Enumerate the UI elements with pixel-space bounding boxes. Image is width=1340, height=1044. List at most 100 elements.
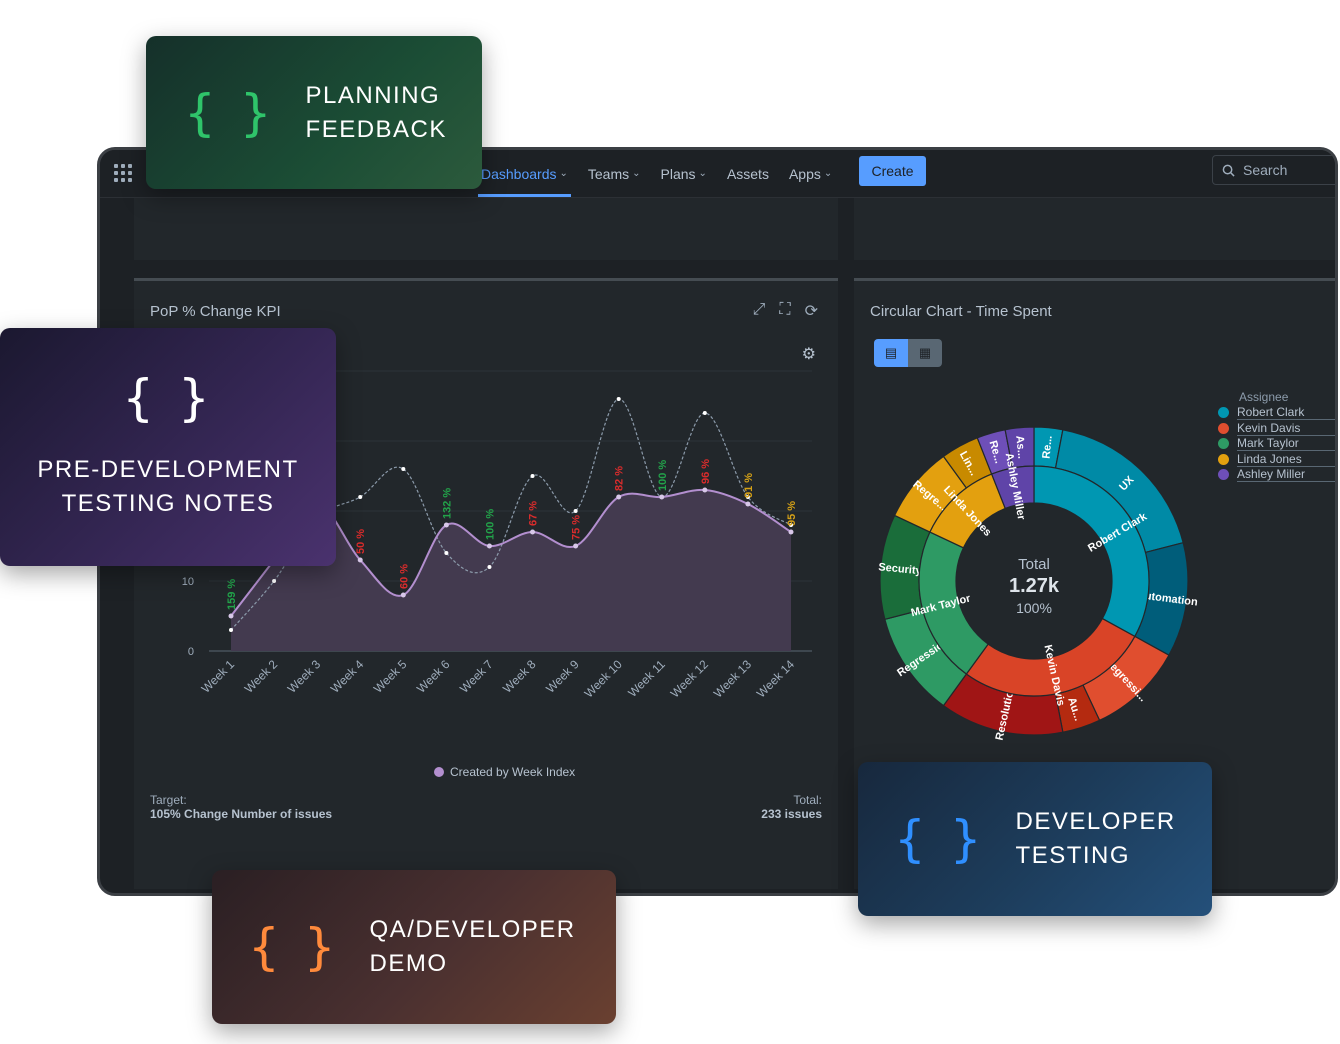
- data-label: 95 %: [786, 501, 798, 526]
- chevron-down-icon: ⌄: [698, 168, 707, 179]
- x-tick-label: Week 10: [582, 657, 625, 700]
- refresh-icon[interactable]: ⟳: [804, 303, 818, 320]
- qa-developer-demo-card: { } QA/DEVELOPER DEMO: [212, 870, 616, 1024]
- fullscreen-icon[interactable]: ⛶: [779, 301, 791, 318]
- chevron-down-icon: ⌄: [632, 168, 641, 179]
- target-info: Target: 105% Change Number of issues: [150, 793, 332, 821]
- legend-swatch: [1218, 407, 1229, 419]
- card-title-line-1: DEVELOPER: [1015, 808, 1176, 835]
- nav-dashboards-label: Dashboards: [481, 165, 557, 182]
- table-icon: ▦: [918, 345, 932, 360]
- nav-apps-label: Apps: [788, 165, 821, 182]
- braces-icon: { }: [122, 369, 214, 427]
- legend-item[interactable]: Kevin Davis: [1218, 421, 1335, 437]
- target-label: Target:: [150, 793, 187, 807]
- comparison-point: [573, 509, 578, 513]
- comparison-point: [616, 397, 621, 401]
- card-title-line-2: FEEDBACK: [305, 115, 447, 143]
- nav-assets[interactable]: Assets: [727, 150, 769, 197]
- search-placeholder: Search: [1243, 162, 1288, 178]
- pre-development-card: { } PRE-DEVELOPMENT TESTING NOTES: [0, 328, 336, 566]
- upper-gadget-left: [134, 198, 838, 260]
- legend-swatch: [1218, 469, 1229, 481]
- outer-label: Security: [878, 561, 923, 577]
- search-input[interactable]: Search: [1212, 155, 1335, 185]
- target-value: 105% Change Number of issues: [150, 807, 333, 821]
- kpi-title: PoP % Change KPI: [150, 303, 281, 320]
- x-tick-label: Week 14: [754, 657, 797, 700]
- main-nav: Dashboards ⌄ Teams ⌄ Plans ⌄ Assets Apps…: [478, 150, 852, 197]
- kpi-chart: 010Num159 %48 %50 %60 %132 %100 %67 %75 …: [157, 370, 812, 700]
- assignee-legend: Assignee Robert Clark Kevin Davis Mark Tay…: [1218, 390, 1335, 483]
- legend-swatch: [1218, 453, 1229, 465]
- data-point: [745, 501, 751, 507]
- x-tick-label: Week 5: [371, 657, 410, 696]
- legend-item[interactable]: Mark Taylor: [1218, 436, 1335, 452]
- card-title-line-2: TESTING NOTES: [61, 490, 275, 517]
- legend-name: Linda Jones: [1237, 452, 1335, 467]
- legend-label: Created by Week Index: [450, 765, 576, 779]
- x-tick-label: Week 12: [668, 657, 711, 700]
- data-point: [573, 543, 579, 549]
- data-label: 60 %: [398, 564, 410, 589]
- x-tick-label: Week 8: [500, 657, 539, 696]
- table-view-button[interactable]: ▦: [908, 339, 942, 367]
- comparison-point: [487, 565, 492, 569]
- data-point: [530, 529, 536, 535]
- legend-title: Assignee: [1239, 390, 1289, 404]
- braces-icon: { }: [248, 918, 340, 976]
- data-label: 75 %: [571, 515, 583, 540]
- outer-label: As...: [1013, 435, 1027, 459]
- nav-plans-label: Plans: [660, 165, 696, 182]
- x-tick-label: Week 11: [625, 657, 668, 700]
- comparison-point: [745, 495, 750, 499]
- app-switcher-icon[interactable]: [114, 164, 132, 182]
- upper-gadget-right: [854, 198, 1335, 260]
- x-tick-label: Week 4: [328, 657, 367, 696]
- card-title-line-1: PRE-DEVELOPMENT: [37, 456, 299, 483]
- comparison-point: [401, 467, 406, 471]
- comparison-point: [272, 579, 277, 583]
- comparison-point: [444, 551, 449, 555]
- total-label: Total:: [793, 793, 822, 807]
- legend-item[interactable]: Robert Clark: [1218, 405, 1335, 421]
- x-tick-label: Week 7: [457, 657, 496, 696]
- legend-swatch: [1218, 422, 1229, 434]
- kpi-legend[interactable]: Created by Week Index: [434, 765, 575, 779]
- data-point: [357, 557, 363, 563]
- data-point: [486, 543, 492, 549]
- legend-item[interactable]: Ashley Miller: [1218, 467, 1335, 483]
- legend-name: Kevin Davis: [1237, 421, 1335, 436]
- data-label: 100 %: [484, 509, 496, 540]
- circular-title: Circular Chart - Time Spent: [870, 303, 1052, 320]
- braces-icon: { }: [894, 810, 986, 868]
- view-toggle: ▤ ▦: [874, 339, 942, 367]
- nav-dashboards[interactable]: Dashboards ⌄: [478, 150, 571, 197]
- data-label: 50 %: [355, 529, 367, 554]
- create-button[interactable]: Create: [859, 156, 926, 186]
- gear-icon[interactable]: ⚙: [801, 346, 816, 363]
- chart-view-button[interactable]: ▤: [874, 339, 908, 367]
- nav-apps[interactable]: Apps ⌄: [789, 150, 832, 197]
- center-total-value: 1.27k: [1009, 575, 1060, 597]
- gadget-toolbar: ⤢ ⛶ ⟳: [753, 301, 818, 321]
- legend-name: Robert Clark: [1237, 405, 1335, 421]
- chevron-down-icon: ⌄: [559, 168, 568, 179]
- total-info: Total: 233 issues: [761, 793, 822, 821]
- y-tick-label: 0: [188, 646, 194, 658]
- data-label: 159 %: [226, 579, 238, 610]
- inner-segment: [1033, 465, 1150, 638]
- data-point: [616, 494, 622, 500]
- series-area: [231, 489, 791, 651]
- legend-item[interactable]: Linda Jones: [1218, 452, 1335, 468]
- data-point: [659, 494, 665, 500]
- nav-plans[interactable]: Plans ⌄: [661, 150, 707, 197]
- data-label: 100 %: [657, 460, 669, 491]
- data-label: 82 %: [614, 466, 626, 491]
- card-title-line-2: TESTING: [1015, 842, 1131, 869]
- nav-assets-label: Assets: [726, 165, 769, 182]
- total-value: 233 issues: [761, 807, 822, 821]
- center-total-label: Total: [1018, 556, 1050, 573]
- minimize-icon[interactable]: ⤢: [752, 301, 766, 318]
- nav-teams[interactable]: Teams ⌄: [588, 150, 641, 197]
